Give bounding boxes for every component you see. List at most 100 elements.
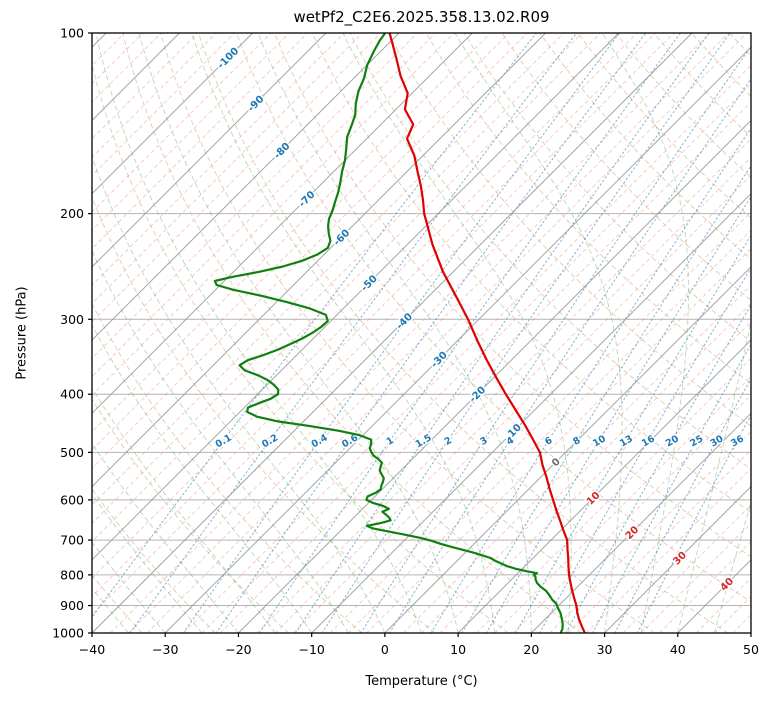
minor-isotherm-line (92, 33, 363, 305)
isotherm-label: -100 (216, 46, 242, 72)
dry-adiabat-line (92, 398, 289, 633)
mixing-ratio-line (182, 33, 620, 633)
mixing-ratio-label: 30 (708, 433, 725, 449)
minor-isotherm-line (92, 33, 528, 469)
x-tick-label: 40 (670, 642, 686, 657)
minor-isotherm-line (92, 33, 455, 396)
dry-adiabat-lines (92, 33, 751, 633)
isotherm-line (92, 33, 327, 268)
minor-isotherm-line (567, 449, 751, 633)
minor-isotherm-line (110, 33, 711, 633)
minor-isotherm-line (640, 522, 751, 633)
x-tick-label: 30 (597, 642, 613, 657)
mixing-ratio-line (565, 304, 751, 633)
moist-adiabat-line (601, 33, 689, 633)
moist-adiabat-line (92, 442, 239, 633)
mixing-ratio-line (515, 234, 751, 633)
mixing-ratio-line (485, 195, 751, 633)
minor-isotherm-line (92, 33, 638, 579)
isotherm-line (92, 33, 254, 195)
dry-adiabat-line (197, 33, 729, 633)
minor-isotherm-line (92, 33, 217, 158)
minor-isotherm-line (421, 302, 751, 633)
isotherm-line (677, 559, 751, 633)
minor-isotherm-line (92, 33, 308, 250)
y-tick-label: 1000 (52, 626, 84, 641)
minor-isotherm-line (714, 595, 751, 633)
mixing-ratio-line (592, 343, 751, 633)
moist-adiabat-line (257, 33, 532, 633)
dry-adiabat-line (273, 33, 751, 558)
isotherm-label: -40 (394, 311, 415, 332)
minor-isotherm-line (92, 33, 272, 213)
minor-isotherm-line (402, 284, 751, 633)
isotherm-label: 0 (550, 456, 563, 469)
minor-isotherm-line (146, 33, 748, 633)
dry-adiabat-line (92, 63, 509, 633)
x-tick-labels: −40 −30 −20 −10 0 10 20 30 40 50 (79, 642, 759, 657)
minor-isotherm-line (256, 138, 751, 633)
x-tick-label: 50 (743, 642, 759, 657)
plot-border (91, 32, 752, 634)
y-tick-label: 900 (60, 598, 84, 613)
minor-isotherm-line (348, 229, 751, 633)
minor-isotherm-line (439, 321, 751, 633)
mixing-ratio-line (215, 33, 647, 633)
isotherm-label: 40 (718, 576, 736, 594)
dry-adiabat-line (425, 33, 751, 385)
mixing-ratio-label: 16 (640, 433, 657, 449)
x-tick-label: 0 (381, 642, 389, 657)
mixing-ratio-line (614, 377, 751, 633)
minor-isotherm-line (128, 33, 729, 633)
mixing-ratio-label: 1 (385, 435, 396, 448)
minor-isotherm-line (92, 33, 656, 597)
mixing-ratio-line (321, 33, 731, 633)
moist-adiabat-line (92, 386, 276, 633)
mixing-ratio-label: 3 (478, 435, 489, 448)
y-tick-label: 300 (60, 312, 84, 327)
moist-adiabat-line (92, 324, 313, 633)
isotherm-label: 10 (585, 490, 603, 508)
dry-adiabat-line (311, 33, 751, 514)
isotherm-line (457, 339, 751, 633)
moist-adiabat-line (92, 493, 203, 633)
x-tick-label: 10 (450, 642, 466, 657)
x-tick-label: −30 (152, 642, 178, 657)
moist-adiabat-line (677, 319, 751, 633)
isotherm-line (750, 632, 751, 633)
dry-adiabat-line (349, 33, 751, 470)
axes-frame (88, 32, 752, 637)
minor-isotherm-line (274, 156, 751, 633)
isotherm-line (604, 485, 751, 633)
minor-isotherm-line (219, 101, 751, 633)
mixing-ratio-line (360, 45, 751, 633)
isotherm-label: 30 (671, 550, 689, 568)
dry-adiabat-line (653, 33, 751, 138)
isotherm-label: -60 (332, 228, 353, 249)
plot-field: -100-90-80-70-60-50-40-30-20-10010203040… (92, 33, 751, 633)
minor-isotherm-line (586, 467, 751, 633)
isotherm-line (92, 33, 693, 633)
moist-adiabat-line (92, 249, 349, 633)
mixing-ratio-line (92, 33, 537, 619)
isotherm-line (92, 33, 400, 341)
mixing-ratio-line (539, 267, 751, 633)
y-tick-label: 100 (60, 26, 84, 41)
isotherm-line (92, 33, 620, 561)
y-tick-label: 600 (60, 492, 84, 507)
dry-adiabat-line (160, 33, 655, 633)
mixing-ratio-label: 1.5 (414, 432, 434, 450)
mixing-ratio-line (461, 164, 751, 633)
mixing-ratio-label: 25 (688, 433, 705, 449)
minor-isotherm-line (92, 33, 436, 378)
isotherm-label: -50 (359, 273, 380, 294)
minor-isotherm-line (329, 211, 751, 633)
dry-adiabat-line (501, 33, 751, 301)
minor-isotherm-line (92, 33, 290, 231)
y-tick-labels: 100 200 300 400 500 600 700 800 900 1000 (52, 26, 84, 641)
isotherm-line (92, 33, 107, 48)
isotherm-label: -20 (468, 385, 489, 406)
minor-isotherm-line (92, 33, 199, 140)
minor-isotherm-line (512, 394, 751, 633)
